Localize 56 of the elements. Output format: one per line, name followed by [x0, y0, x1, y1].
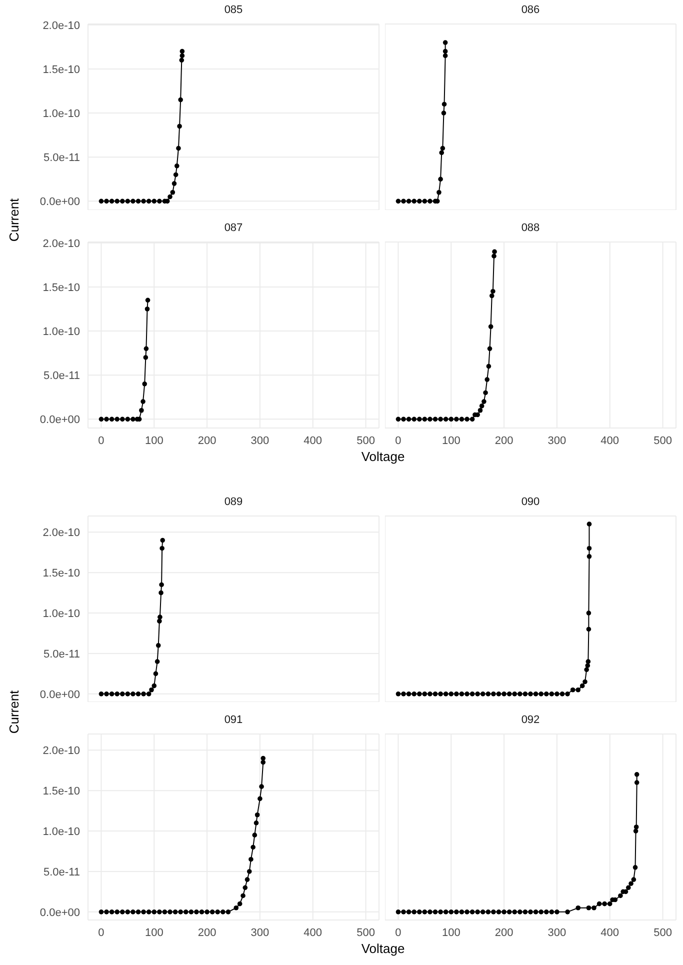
x-axis-title: Voltage [361, 449, 405, 464]
x-tick-label: 300 [548, 926, 566, 939]
y-tick-label: 1.5e-10 [42, 568, 80, 580]
x-tick-label: 100 [442, 926, 460, 939]
y-tick-label: 1.0e-10 [42, 108, 80, 120]
y-tick-label: 1.0e-10 [42, 326, 80, 338]
y-tick-label: 1.0e-10 [42, 826, 80, 838]
y-tick-label: 0.0e+00 [40, 414, 80, 426]
y-tick-label: 2.0e-10 [42, 745, 80, 758]
chart-title: 090 [520, 495, 541, 510]
x-tick-label: 500 [654, 434, 672, 447]
y-tick-label: 2.0e-10 [42, 238, 80, 250]
y-axis-title: Current [6, 198, 22, 242]
x-axis-title: Voltage [361, 941, 405, 956]
x-tick-label: 500 [654, 926, 672, 939]
x-tick-label: 500 [356, 926, 375, 939]
y-tick-label: 1.0e-10 [42, 608, 80, 620]
y-tick-label: 5.0e-11 [44, 866, 80, 878]
y-tick-label: 2.0e-10 [42, 527, 80, 540]
x-tick-label: 400 [304, 926, 322, 939]
y-tick-label: 5.0e-11 [44, 152, 80, 164]
chart-title: 089 [223, 495, 244, 510]
x-tick-label: 200 [494, 434, 514, 447]
x-tick-label: 0 [98, 434, 104, 447]
x-tick-label: 400 [304, 434, 322, 447]
x-tick-label: 300 [250, 434, 270, 447]
y-tick-label: 0.0e+00 [40, 196, 80, 208]
y-tick-label: 1.5e-10 [42, 282, 80, 294]
x-tick-label: 200 [494, 926, 514, 939]
chart-title: 087 [223, 221, 244, 236]
chart-title: 086 [520, 3, 541, 18]
y-tick-label: 0.0e+00 [40, 906, 80, 919]
y-tick-label: 1.5e-10 [42, 64, 80, 76]
y-tick-label: 5.0e-11 [44, 648, 80, 660]
chart-title: 092 [520, 713, 541, 728]
x-tick-label: 400 [600, 434, 620, 447]
x-tick-label: 100 [144, 434, 164, 447]
y-tick-label: 1.5e-10 [42, 786, 80, 798]
y-axis-title: Current [6, 690, 22, 734]
chart-title: 091 [223, 713, 244, 728]
chart-title: 085 [223, 3, 244, 18]
x-tick-label: 100 [442, 434, 460, 447]
y-tick-label: 0.0e+00 [40, 688, 80, 701]
x-tick-label: 0 [395, 434, 402, 447]
x-tick-label: 0 [98, 926, 104, 939]
x-tick-label: 300 [548, 434, 566, 447]
x-tick-label: 100 [144, 926, 164, 939]
x-tick-label: 0 [395, 926, 402, 939]
x-tick-label: 400 [600, 926, 620, 939]
x-tick-label: 300 [250, 926, 270, 939]
chart-title: 088 [520, 221, 541, 236]
y-tick-label: 5.0e-11 [44, 370, 80, 382]
x-tick-label: 200 [198, 926, 216, 939]
x-tick-label: 500 [356, 434, 375, 447]
x-tick-label: 200 [198, 434, 216, 447]
y-tick-label: 2.0e-10 [42, 20, 80, 32]
